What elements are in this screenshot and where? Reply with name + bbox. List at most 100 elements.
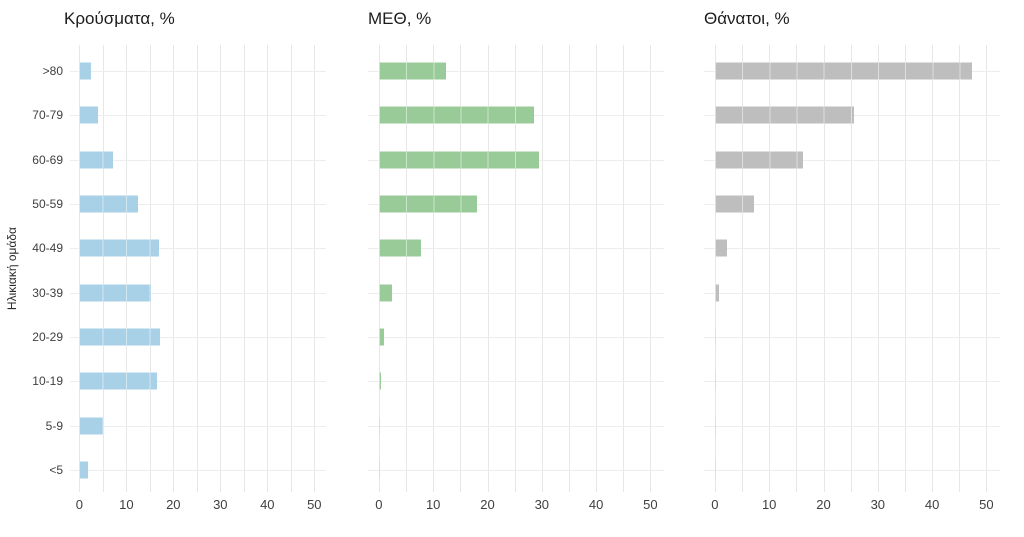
x-gridline bbox=[714, 45, 716, 492]
x-gridline bbox=[79, 45, 81, 492]
chart-row bbox=[70, 270, 326, 314]
y-gridline bbox=[368, 425, 664, 427]
x-gridline bbox=[959, 45, 961, 492]
y-tick-label: 70-79 bbox=[32, 108, 63, 123]
y-tick-label: 60-69 bbox=[32, 152, 63, 167]
x-gridline bbox=[905, 45, 906, 492]
bar bbox=[714, 372, 716, 390]
chart-row bbox=[70, 403, 326, 447]
bar bbox=[714, 284, 719, 302]
chart-row bbox=[704, 359, 1000, 403]
y-gridline bbox=[704, 425, 1000, 427]
panel-title-deaths: Θάνατοι, % bbox=[704, 9, 790, 28]
x-gridline bbox=[196, 45, 198, 492]
plot-area-icu bbox=[368, 45, 664, 492]
bar bbox=[79, 195, 139, 213]
y-gridline bbox=[704, 204, 1000, 206]
bar bbox=[79, 151, 113, 169]
x-tick-label: 50 bbox=[643, 497, 658, 512]
bar bbox=[378, 461, 380, 479]
y-tick-label: <5 bbox=[49, 462, 63, 477]
chart-row bbox=[70, 448, 326, 492]
bar bbox=[378, 328, 385, 346]
plot-area-cases bbox=[70, 45, 326, 492]
x-gridline bbox=[378, 45, 380, 492]
bar bbox=[378, 239, 421, 257]
panel-title-icu: ΜΕΘ, % bbox=[368, 9, 432, 28]
bar bbox=[79, 106, 98, 124]
x-tick-label: 30 bbox=[534, 497, 550, 512]
x-gridline bbox=[290, 45, 292, 492]
x-gridline bbox=[433, 45, 435, 492]
bar bbox=[378, 62, 446, 80]
chart-row bbox=[368, 93, 664, 137]
x-tick-label: 0 bbox=[375, 497, 383, 512]
y-gridline bbox=[70, 292, 326, 294]
y-gridline bbox=[704, 248, 1000, 250]
x-gridline bbox=[877, 45, 879, 492]
x-gridline bbox=[623, 45, 625, 492]
y-gridline bbox=[70, 336, 326, 338]
x-tick-label: 10 bbox=[119, 497, 134, 512]
x-gridline bbox=[460, 45, 462, 492]
x-tick-label: 20 bbox=[166, 497, 181, 512]
x-gridline bbox=[487, 45, 489, 492]
x-gridline bbox=[742, 45, 743, 492]
x-gridline bbox=[769, 45, 771, 492]
chart-row bbox=[704, 448, 1000, 492]
chart-row bbox=[704, 93, 1000, 137]
x-gridline bbox=[850, 45, 852, 492]
bar bbox=[714, 151, 804, 169]
chart-row bbox=[704, 138, 1000, 182]
x-gridline bbox=[406, 45, 407, 492]
bar bbox=[714, 239, 727, 257]
y-gridline bbox=[368, 469, 664, 471]
chart-row bbox=[368, 138, 664, 182]
y-gridline bbox=[368, 381, 664, 383]
x-tick-label: 0 bbox=[75, 497, 84, 512]
bar bbox=[378, 417, 380, 435]
x-tick-label: 30 bbox=[870, 497, 886, 512]
y-gridline bbox=[70, 425, 326, 427]
y-gridline bbox=[368, 336, 664, 338]
bar bbox=[714, 328, 716, 346]
x-gridline bbox=[102, 45, 104, 492]
bar bbox=[378, 284, 393, 302]
chart-row bbox=[368, 270, 664, 314]
bar bbox=[714, 106, 855, 124]
y-gridline bbox=[368, 204, 664, 206]
y-gridline bbox=[70, 115, 326, 117]
y-gridline bbox=[70, 469, 326, 471]
x-tick-label: 40 bbox=[924, 497, 940, 512]
y-tick-label: 50-59 bbox=[32, 197, 63, 212]
chart-row bbox=[704, 270, 1000, 314]
bar bbox=[79, 284, 152, 302]
chart-row bbox=[704, 49, 1000, 93]
bar bbox=[79, 328, 161, 346]
y-gridline bbox=[368, 71, 664, 73]
chart-row bbox=[70, 315, 326, 359]
chart-row bbox=[70, 182, 326, 226]
x-gridline bbox=[149, 45, 151, 492]
chart-row bbox=[368, 403, 664, 447]
x-tick-label: 40 bbox=[588, 497, 604, 512]
bar bbox=[79, 239, 159, 257]
bar bbox=[714, 417, 716, 435]
x-gridline bbox=[596, 45, 598, 492]
y-gridline bbox=[704, 469, 1000, 471]
y-gridline bbox=[70, 159, 326, 161]
y-gridline bbox=[704, 336, 1000, 338]
chart-row bbox=[70, 138, 326, 182]
y-gridline bbox=[70, 248, 326, 250]
chart-row bbox=[368, 226, 664, 270]
bar bbox=[79, 417, 104, 435]
y-tick-label: 40-49 bbox=[32, 241, 63, 256]
chart-row bbox=[368, 49, 664, 93]
y-gridline bbox=[368, 292, 664, 294]
x-gridline bbox=[569, 45, 570, 492]
bar bbox=[378, 151, 540, 169]
chart-row bbox=[368, 182, 664, 226]
x-axis-tick-labels-icu: 0 10 20 30 40 50 bbox=[368, 497, 664, 517]
bar bbox=[378, 195, 477, 213]
x-gridline bbox=[314, 45, 316, 492]
